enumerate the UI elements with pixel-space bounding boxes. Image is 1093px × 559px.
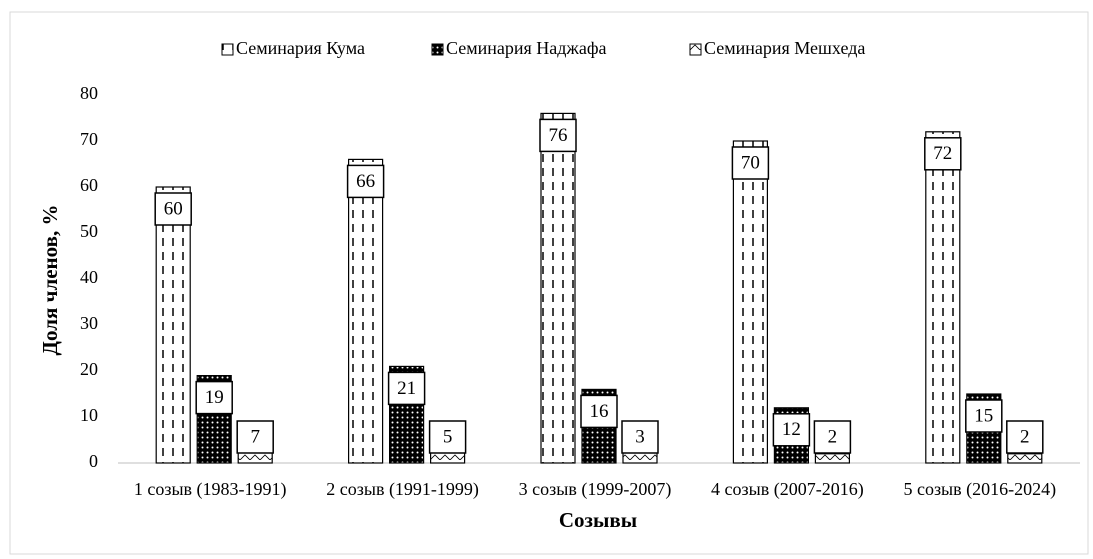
y-tick-label: 40 [80, 267, 98, 287]
data-label: 16 [590, 401, 609, 422]
data-label: 3 [635, 426, 645, 447]
data-label: 2 [828, 426, 838, 447]
y-tick-label: 10 [80, 405, 98, 425]
data-label: 2 [1020, 426, 1030, 447]
legend-swatch [689, 43, 702, 56]
data-label-box [813, 420, 852, 454]
data-label: 70 [741, 152, 760, 173]
x-axis-label: Созывы [559, 508, 637, 532]
data-label-box [236, 420, 274, 454]
data-label-box [154, 192, 192, 226]
data-label: 12 [782, 419, 801, 440]
data-label: 72 [933, 143, 952, 164]
data-label-box [965, 399, 1003, 433]
legend-swatch [221, 43, 234, 56]
data-label-box [924, 137, 962, 171]
y-tick-label: 80 [80, 83, 98, 103]
bar [540, 112, 576, 464]
legend-label: Семинария Наджафа [446, 38, 607, 58]
data-label: 60 [164, 198, 183, 219]
legend-swatch [431, 43, 444, 56]
x-tick-label: 2 созыв (1991-1999) [326, 479, 479, 500]
bar [348, 158, 384, 464]
data-label-box [772, 413, 811, 447]
x-tick-label: 3 созыв (1999-2007) [519, 479, 672, 500]
data-label: 7 [250, 426, 260, 447]
data-label: 21 [397, 378, 416, 399]
y-tick-label: 30 [80, 313, 98, 333]
data-label-box [621, 420, 659, 454]
data-label-box [539, 118, 577, 153]
bar [925, 131, 961, 464]
bar [155, 186, 191, 464]
data-label-box [195, 380, 233, 415]
data-label-box [387, 371, 426, 406]
data-label: 76 [549, 125, 568, 146]
y-axis-label: Доля членов, % [38, 205, 62, 356]
y-tick-label: 60 [80, 175, 98, 195]
data-label-box [346, 164, 385, 199]
x-tick-label: 5 созыв (2016-2024) [903, 479, 1056, 500]
bar [732, 140, 769, 464]
y-tick-label: 70 [80, 129, 98, 149]
bar [1007, 453, 1043, 464]
x-tick-label: 4 созыв (2007-2016) [711, 479, 864, 500]
data-label-box [731, 146, 770, 180]
legend-label: Семинария Мешхеда [704, 38, 865, 58]
y-tick-label: 20 [80, 359, 98, 379]
bar [814, 453, 851, 464]
data-label: 5 [443, 426, 453, 447]
data-label: 19 [205, 387, 224, 408]
legend-label: Семинария Кума [236, 38, 365, 58]
data-label: 15 [974, 405, 993, 426]
y-tick-label: 50 [80, 221, 98, 241]
x-tick-label: 1 созыв (1983-1991) [134, 479, 287, 500]
data-label-box [580, 394, 618, 429]
data-label: 66 [356, 171, 375, 192]
y-tick-label: 0 [89, 451, 98, 471]
data-label-box [428, 420, 467, 454]
data-label-box [1006, 420, 1044, 454]
